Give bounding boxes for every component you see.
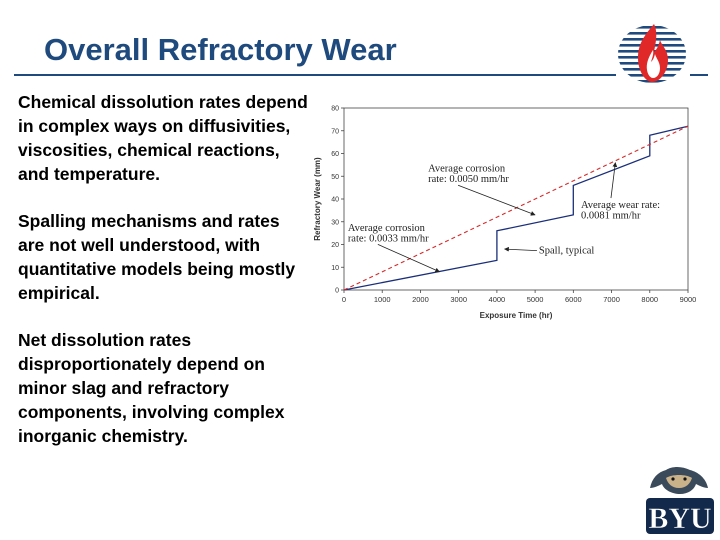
annotation-text: Average corrosion (428, 164, 506, 175)
x-tick-label: 8000 (641, 295, 658, 304)
annotation-arrow (377, 243, 440, 273)
y-tick-label: 50 (331, 174, 339, 181)
x-tick-label: 7000 (603, 295, 620, 304)
title-underline-right (690, 74, 708, 76)
logo-flame-inner (646, 50, 660, 78)
flame-striped-logo-icon (618, 24, 686, 83)
x-tick-label: 9000 (680, 295, 697, 304)
annotation-arrow (610, 162, 618, 199)
y-axis-label: Refractory Wear (mm) (313, 157, 322, 241)
annotation-text: 0.0081 mm/hr (581, 211, 641, 222)
annotation-text: rate: 0.0033 mm/hr (348, 233, 429, 244)
bullet-list: Chemical dissolution rates depend in com… (18, 90, 310, 471)
x-tick-label: 5000 (527, 295, 544, 304)
x-tick-label: 6000 (565, 295, 582, 304)
annotation-text: Spall, typical (539, 246, 594, 257)
y-tick-label: 10 (331, 265, 339, 272)
annotation-arrow (457, 184, 536, 216)
x-tick-label: 0 (342, 295, 346, 304)
trend-line (343, 125, 689, 291)
annotation: Average wear rate:0.0081 mm/hr (581, 162, 660, 222)
annotation: Spall, typical (504, 246, 594, 257)
bullet-item: Spalling mechanisms and rates are not we… (18, 211, 296, 303)
title-underline (14, 74, 616, 76)
measured-wear-line (343, 125, 689, 291)
plot-frame (343, 107, 689, 291)
annotation-text: rate: 0.0050 mm/hr (428, 174, 509, 185)
x-tick-label: 2000 (412, 295, 429, 304)
y-tick-label: 0 (335, 288, 339, 295)
byu-letters: BYU (648, 502, 711, 535)
annotation-arrow (504, 246, 537, 252)
annotation-text: Average corrosion (348, 223, 426, 234)
byu-cougar-logo-icon: BYU (646, 467, 714, 535)
y-tick-label: 70 (331, 128, 339, 135)
cougar-eye-left (671, 477, 675, 481)
y-tick-label: 60 (331, 151, 339, 158)
chart-series (343, 125, 689, 291)
bullet-item: Net dissolution rates disproportionately… (18, 330, 285, 446)
x-tick-label: 1000 (374, 295, 391, 304)
cougar-eye-right (683, 477, 687, 481)
x-tick-label: 3000 (450, 295, 467, 304)
x-tick-label: 4000 (489, 295, 506, 304)
y-tick-label: 30 (331, 219, 339, 226)
y-tick-label: 40 (331, 197, 339, 204)
x-axis-label: Exposure Time (hr) (480, 311, 553, 320)
y-tick-label: 20 (331, 242, 339, 249)
annotation-text: Average wear rate: (581, 200, 660, 211)
chart-axis-labels: Exposure Time (hr) Refractory Wear (mm) (313, 157, 553, 320)
y-tick-label: 80 (331, 106, 339, 113)
slide-title: Overall Refractory Wear (44, 32, 397, 67)
bullet-item: Chemical dissolution rates depend in com… (18, 92, 308, 184)
chart-axes: 0 10 20 30 40 50 60 70 80 0 1000 2000 3000 4000 5000 60… (331, 106, 696, 305)
refractory-wear-chart: 0 10 20 30 40 50 60 70 80 0 1000 2000 3000 4000 5000 60… (313, 106, 696, 321)
byu-letters-backing (646, 498, 714, 534)
